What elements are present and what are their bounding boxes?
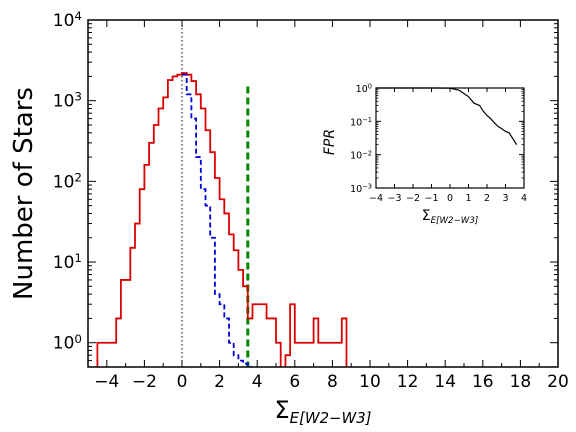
y-tick-label: 104 [53, 9, 82, 31]
inset-x-tick-label: 0 [447, 193, 453, 204]
inset-x-tick-label: −4 [369, 193, 383, 204]
x-tick-label: 20 [547, 372, 569, 392]
inset-x-tick-label: −2 [406, 193, 420, 204]
inset-x-axis-label: ΣE[W2−W3] [422, 208, 479, 226]
inset-frame [375, 87, 525, 189]
y-tick-label: 100 [53, 332, 82, 354]
main-data-layer [96, 20, 348, 367]
x-tick-label: 2 [214, 372, 225, 392]
inset-y-tick-label: 100 [356, 83, 372, 95]
x-tick-label: 8 [327, 372, 338, 392]
main-plot: −4 −2 0 2 4 6 8 10 12 14 16 18 20100101102103104Numb… [9, 9, 569, 427]
y-axis-label: Number of Stars [9, 87, 39, 300]
x-tick-label: 18 [510, 372, 532, 392]
x-tick-label: 0 [177, 372, 188, 392]
x-tick-label: 12 [397, 372, 419, 392]
x-tick-label: −2 [132, 372, 157, 392]
x-axis-label: ΣE[W2−W3] [275, 396, 372, 427]
inset-x-tick-label: 1 [465, 193, 471, 204]
y-tick-label: 101 [53, 251, 82, 273]
x-tick-label: 16 [472, 372, 494, 392]
inset-y-tick-label: 10−1 [350, 116, 372, 128]
y-tick-label: 102 [53, 170, 82, 192]
x-tick-label: 6 [289, 372, 300, 392]
y-tick-label: 103 [53, 90, 82, 112]
x-tick-label: 4 [252, 372, 263, 392]
x-tick-label: 14 [434, 372, 456, 392]
histogram-blue-series [182, 73, 253, 367]
x-tick-label: 10 [359, 372, 381, 392]
inset-y-axis-label: FPR [322, 129, 338, 155]
inset-y-tick-label: 10−3 [350, 183, 372, 195]
inset-x-tick-label: 3 [502, 193, 508, 204]
inset-x-tick-label: 4 [521, 193, 527, 204]
inset-y-tick-label: 10−2 [350, 149, 372, 161]
inset-x-tick-label: −3 [387, 193, 401, 204]
inset-x-tick-label: −1 [424, 193, 438, 204]
x-tick-label: −4 [94, 372, 119, 392]
inset-x-tick-label: 2 [484, 193, 490, 204]
inset-fpr-plot: −4 −3 −2 −1 0 1 2 3 4 10−3 10−2 10−1 100 FPR ΣE[W2−W3] [322, 83, 527, 226]
histogram-red-series [96, 72, 348, 367]
